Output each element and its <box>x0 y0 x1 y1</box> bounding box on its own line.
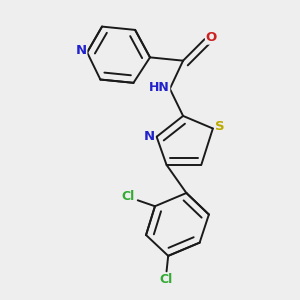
Text: N: N <box>144 130 155 143</box>
Text: HN: HN <box>149 81 170 94</box>
Text: O: O <box>206 31 217 44</box>
Text: Cl: Cl <box>122 190 135 203</box>
Text: S: S <box>215 120 225 133</box>
Text: Cl: Cl <box>159 273 172 286</box>
Text: N: N <box>76 44 87 57</box>
